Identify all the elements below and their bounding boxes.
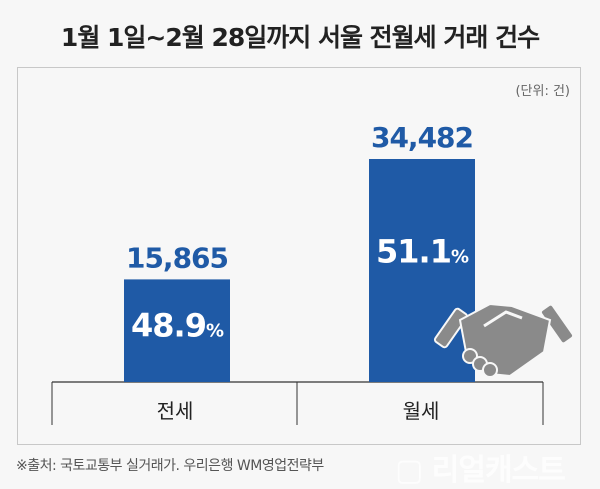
unit-label: (단위: 건) (515, 84, 570, 99)
value-label-0: 15,865 (126, 241, 228, 274)
percent-sign: % (451, 247, 469, 268)
percent-sign: % (206, 321, 224, 342)
bar-1 (369, 159, 475, 382)
source-note: ※출처: 국토교통부 실거래가. 우리은행 WM영업전략부 (16, 458, 324, 474)
watermark-logo: ▢ 리얼캐스트 (395, 453, 566, 488)
chart-title: 1월 1일~2월 28일까지 서울 전월세 거래 건수 (60, 23, 540, 52)
bar-0 (124, 279, 230, 382)
handshake-icon (433, 302, 575, 378)
category-label-1: 월세 (403, 399, 440, 423)
chart-frame (17, 67, 581, 445)
category-label-0: 전세 (157, 399, 194, 423)
value-label-1: 34,482 (371, 121, 473, 154)
